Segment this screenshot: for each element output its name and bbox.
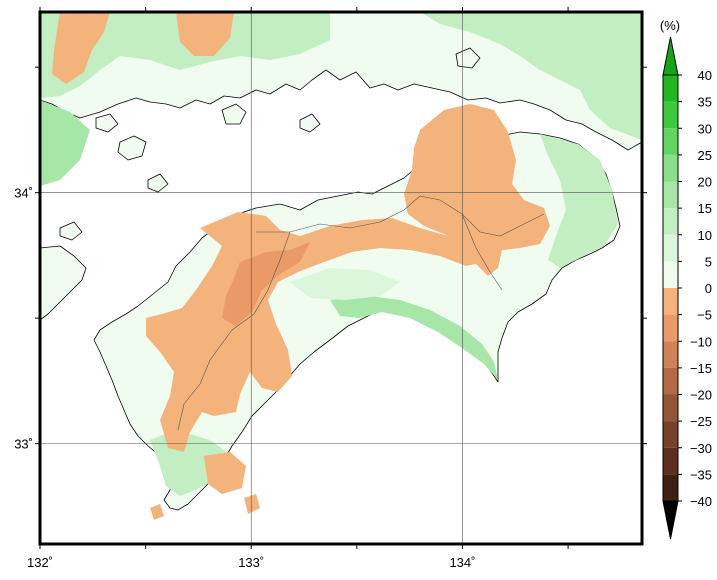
colorbar-bin — [663, 474, 678, 501]
colorbar-tick-label: −25 — [690, 414, 712, 429]
colorbar-tick-label: −40 — [690, 494, 712, 509]
map-frame-border — [38, 10, 644, 546]
decrease-area-top-center — [176, 12, 234, 56]
colorbar-bin — [663, 288, 678, 315]
increase-area-west-kyushu — [40, 100, 90, 186]
colorbar-tick-label: 35 — [698, 95, 712, 110]
colorbar-bin — [663, 314, 678, 342]
colorbar-bin — [663, 101, 678, 129]
graticule — [40, 12, 642, 544]
colorbar-tick-label: 20 — [698, 175, 712, 190]
colorbar-tick-label: −35 — [690, 467, 712, 482]
island-setouchi-1 — [117, 135, 147, 161]
x-tick-label: 134˚ — [449, 555, 475, 570]
decrease-area-east — [404, 104, 550, 276]
colorbar-bin — [663, 75, 678, 102]
y-tick-label: 34˚ — [14, 186, 33, 201]
colorbar-tick-label: −10 — [690, 334, 712, 349]
axis-labels: 132˚ 133˚ 134˚ 34˚ 33˚ — [14, 186, 475, 570]
colorbar-tick-label: −30 — [690, 441, 712, 456]
colorbar-bin — [663, 447, 678, 475]
colorbar-bin — [663, 234, 678, 262]
prefecture-borders — [177, 195, 545, 431]
decrease-area-top-left — [52, 12, 110, 84]
colorbar-ticks: 40 35 30 25 20 15 10 5 0 −5 −10 −15 −20 −25 −30 −35 −40 — [678, 68, 712, 509]
colorbar-bin — [663, 128, 678, 155]
colorbar-tick-label: −15 — [690, 361, 712, 376]
island-setouchi-6 — [147, 173, 169, 193]
colorbar-over-triangle — [662, 36, 679, 76]
colorbar-tick-label: 5 — [705, 254, 712, 269]
decrease-area-central-ridge — [146, 212, 484, 452]
island-setouchi-2 — [95, 113, 119, 133]
x-tick-label: 132˚ — [27, 555, 53, 570]
decrease-area-south — [204, 452, 246, 494]
island-shodoshima — [455, 47, 481, 69]
increase-area-south-coast — [330, 296, 498, 380]
x-tick-label: 133˚ — [238, 555, 264, 570]
colorbar-bin — [663, 394, 678, 422]
colorbar: (%) 40 35 30 25 20 15 10 5 0 −5 −10 −15 −20 −25 −30 −35… — [660, 18, 712, 540]
decrease-areas — [52, 12, 550, 520]
y-tick-label: 33˚ — [14, 437, 33, 452]
colorbar-tick-label: −20 — [690, 388, 712, 403]
colorbar-bin — [663, 421, 678, 448]
increase-area-top-left — [40, 12, 330, 98]
map-frame — [35, 7, 647, 549]
decrease-area-islet — [150, 504, 164, 520]
colorbar-tick-label: 15 — [698, 201, 712, 216]
colorbar-tick-label: 10 — [698, 228, 712, 243]
decrease-area-islet-2 — [244, 494, 260, 514]
kyushu-land — [40, 245, 87, 321]
colorbar-under-triangle — [662, 500, 679, 540]
colorbar-bin — [663, 341, 678, 368]
colorbar-bins — [662, 36, 679, 540]
colorbar-tick-label: −5 — [697, 308, 712, 323]
colorbar-bin — [663, 181, 678, 209]
colorbar-tick-label: 0 — [705, 281, 712, 296]
prefecture-border-north — [256, 195, 545, 237]
colorbar-bin — [663, 261, 678, 288]
colorbar-tick-label: 30 — [698, 121, 712, 136]
colorbar-bin — [663, 208, 678, 235]
increase-area-central — [290, 268, 400, 300]
map-plot-area — [40, 12, 642, 544]
island-setouchi-3 — [221, 103, 247, 125]
island-setouchi-5 — [59, 221, 83, 241]
island-setouchi-4 — [299, 113, 321, 133]
colorbar-tick-label: 25 — [698, 148, 712, 163]
prefecture-border-east — [461, 213, 503, 291]
colorbar-bin — [663, 367, 678, 395]
colorbar-bin — [663, 154, 678, 182]
prefecture-border-south — [177, 231, 291, 431]
colorbar-tick-label: 40 — [698, 68, 712, 83]
decrease-area-central-core — [222, 242, 310, 326]
increase-area-top-right — [420, 12, 642, 140]
legend-unit-label: (%) — [660, 18, 680, 33]
increase-area-east-shikoku — [540, 134, 618, 268]
